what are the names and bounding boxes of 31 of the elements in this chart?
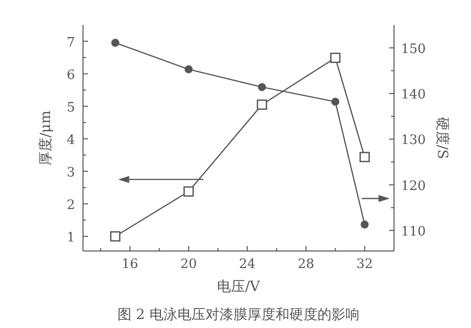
point (184, 65, 193, 74)
point (360, 152, 370, 162)
point (360, 220, 369, 229)
x-tick-label: 20 (180, 257, 197, 272)
y-tick-label: 3 (66, 165, 75, 180)
point (331, 98, 340, 106)
y-tick-label: 1 (66, 230, 75, 246)
point (258, 83, 266, 92)
x-tick-label: 16 (122, 257, 138, 272)
y-tick-label: 6 (66, 68, 75, 83)
y-tick-label: 2 (66, 198, 75, 213)
x-axis-title: 电压/V (217, 279, 261, 295)
y-axis-title: 厚度/μm (38, 110, 54, 166)
y-tick-label: 5 (66, 100, 75, 116)
caption: 图 2 电泳电压对漆膜厚度和硬度的影响 (118, 307, 360, 323)
y2-axis-title: 硬度/S (434, 116, 450, 160)
y2-tick-label: 110 (401, 224, 426, 240)
y2-tick-label: 140 (401, 87, 426, 102)
point (111, 38, 120, 47)
y-tick-label: 4 (66, 132, 75, 148)
y2-tick-label: 150 (401, 42, 426, 57)
y2-tick-label: 130 (401, 133, 426, 148)
y2-tick-label: 120 (401, 178, 426, 194)
y-tick-label: 7 (66, 35, 75, 50)
point (330, 52, 340, 63)
x-tick-label: 32 (356, 257, 373, 272)
x-tick-label: 28 (298, 257, 314, 272)
point (183, 186, 194, 197)
x-tick-label: 24 (239, 257, 256, 272)
point (256, 100, 268, 110)
point (110, 231, 120, 242)
